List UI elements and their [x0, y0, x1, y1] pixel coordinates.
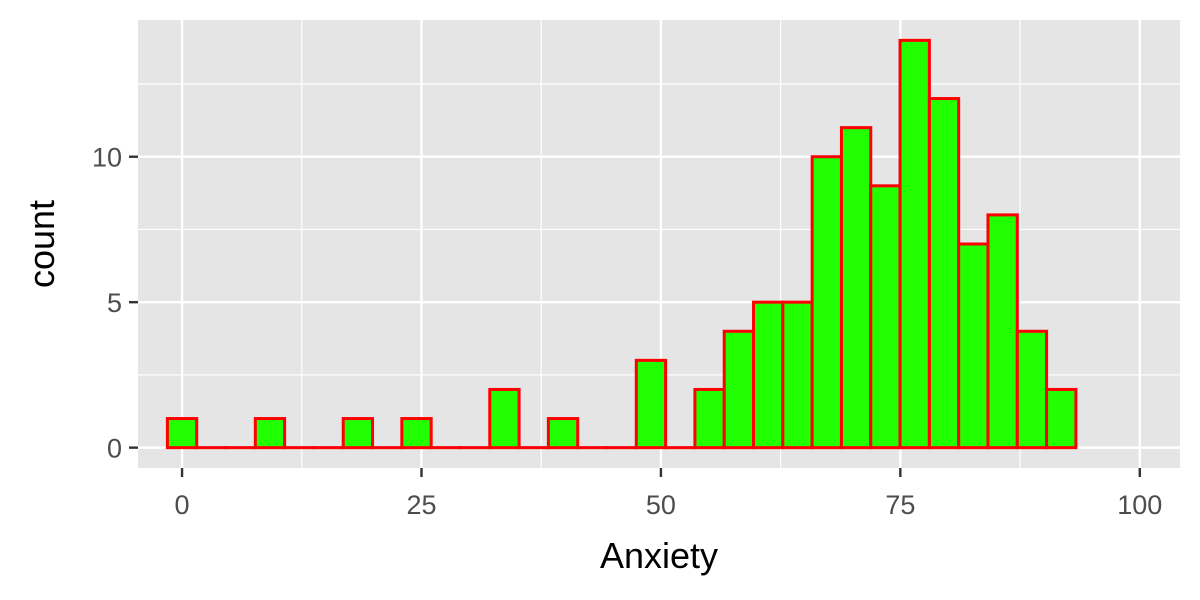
x-tick-label: 25 [406, 490, 436, 520]
histogram-bar [1045, 387, 1078, 450]
histogram-bar [546, 417, 580, 450]
histogram-bar [488, 387, 521, 450]
y-tick-label: 10 [92, 143, 122, 173]
histogram-bar [253, 417, 287, 450]
histogram-bar [898, 38, 931, 450]
histogram-bar [722, 329, 756, 450]
histogram-bar [957, 242, 990, 450]
histogram-bar [810, 155, 843, 450]
histogram-bar [165, 417, 199, 450]
histogram-bar [752, 300, 785, 450]
histogram-bar [693, 387, 726, 450]
x-tick-label: 100 [1117, 490, 1162, 520]
y-tick-label: 5 [107, 288, 122, 318]
histogram-bar [634, 358, 668, 450]
x-axis-title: Anxiety [600, 535, 718, 576]
x-axis: 0 25 50 75 100 [175, 468, 1162, 520]
histogram-bar [869, 184, 902, 450]
histogram-bar [927, 97, 961, 450]
histogram-bar [341, 417, 375, 450]
y-tick-label: 0 [107, 434, 122, 464]
histogram-bar [986, 213, 1019, 450]
y-axis-title: count [21, 200, 62, 288]
histogram-bar [400, 417, 433, 450]
y-axis: 0 5 10 [92, 143, 138, 464]
x-tick-label: 75 [885, 490, 915, 520]
x-tick-label: 50 [646, 490, 676, 520]
histogram-bars [165, 38, 1078, 450]
x-tick-label: 0 [175, 490, 190, 520]
histogram-bar [839, 126, 873, 450]
histogram-bar [781, 300, 814, 450]
histogram-bar [1015, 329, 1049, 450]
